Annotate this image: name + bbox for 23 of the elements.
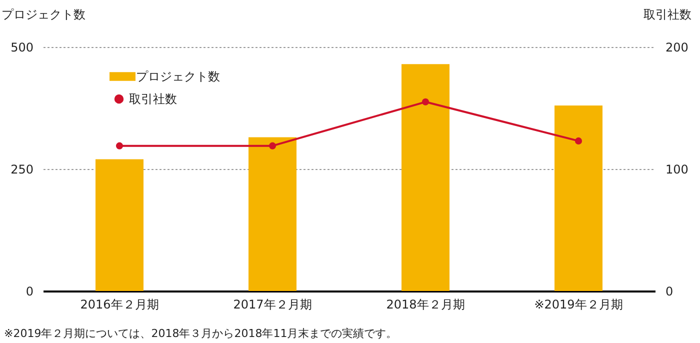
y-tick-label: 250 bbox=[10, 162, 34, 176]
y-axis-title: プロジェクト数 bbox=[2, 8, 86, 22]
bar bbox=[248, 137, 296, 291]
bar bbox=[96, 159, 144, 291]
y2-tick-label: 200 bbox=[666, 40, 688, 54]
bar bbox=[402, 64, 450, 291]
y2-axis-title: 取引社数 bbox=[644, 8, 692, 22]
y-tick-label: 0 bbox=[26, 284, 34, 298]
y-tick-label: 500 bbox=[10, 40, 34, 54]
legend-label: 取引社数 bbox=[129, 92, 177, 106]
x-tick-label: 2016年２月期 bbox=[80, 298, 159, 312]
bar bbox=[554, 106, 602, 291]
point bbox=[574, 137, 582, 144]
x-tick-label: 2017年２月期 bbox=[233, 298, 312, 312]
text: ※2019年２月期については、2018年３月から2018年11月末までの実績です。 bbox=[4, 326, 398, 341]
x-tick-label: ※2019年２月期 bbox=[534, 298, 623, 312]
point bbox=[422, 98, 430, 106]
point bbox=[116, 142, 124, 150]
x-tick-label: 2018年２月期 bbox=[386, 298, 465, 312]
legend-label: プロジェクト数 bbox=[136, 70, 220, 84]
y2-tick-label: 100 bbox=[666, 162, 688, 176]
y2-tick-label: 0 bbox=[666, 284, 674, 298]
point bbox=[268, 142, 276, 150]
